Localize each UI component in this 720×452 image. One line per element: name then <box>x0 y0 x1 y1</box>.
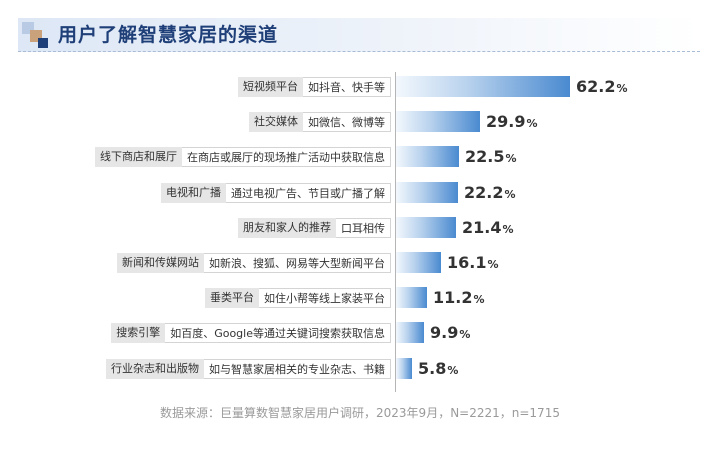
row-label: 朋友和家人的推荐 口耳相传 <box>238 217 391 238</box>
chart-title: 用户了解智慧家居的渠道 <box>58 24 279 46</box>
row-label: 线下商店和展厅 在商店或展厅的现场推广活动中获取信息 <box>95 147 391 168</box>
bar <box>396 146 459 168</box>
category-description: 如抖音、快手等 <box>303 77 391 97</box>
bar <box>396 252 441 273</box>
bar-value-label: 9.9% <box>430 322 470 343</box>
row-label: 短视频平台 如抖音、快手等 <box>238 77 391 97</box>
bar-value-label: 11.2% <box>433 287 485 308</box>
row-label: 垂类平台 如住小帮等线上家装平台 <box>205 288 391 309</box>
category-label: 朋友和家人的推荐 <box>238 217 336 238</box>
bar-value-number: 22.5 <box>465 147 505 167</box>
logo-square-navy <box>38 38 48 48</box>
bar <box>396 181 458 203</box>
bar <box>396 322 424 344</box>
bar-value-label: 22.2% <box>464 182 516 203</box>
bar <box>396 357 412 379</box>
category-description: 如微信、微博等 <box>303 112 391 133</box>
bar-value-unit: % <box>526 117 538 131</box>
bar-value-number: 22.2 <box>464 182 504 202</box>
data-source-note: 数据来源：巨量算数智慧家居用户调研，2023年9月，N=2221，n=1715 <box>160 406 560 420</box>
bar-value-number: 62.2 <box>576 77 616 96</box>
category-description: 如新浪、搜狐、网易等大型新闻平台 <box>204 253 391 273</box>
category-label: 垂类平台 <box>205 288 259 309</box>
bar-value-label: 21.4% <box>462 217 514 238</box>
bar-value-label: 16.1% <box>447 252 499 273</box>
bar-value-label: 62.2% <box>576 76 628 97</box>
bar-value-unit: % <box>459 328 471 342</box>
category-description: 通过电视广告、节目或广播了解 <box>226 182 391 203</box>
category-label: 电视和广播 <box>161 182 226 203</box>
category-description: 如百度、Google等通过关键词搜索获取信息 <box>165 323 391 344</box>
bar-chart: 短视频平台 如抖音、快手等 62.2% 社交媒体 如微信、微博等 29.9% 线下商店和展厅… <box>95 76 628 379</box>
row-label: 行业杂志和出版物 如与智慧家居相关的专业杂志、书籍 <box>106 358 391 379</box>
category-label: 线下商店和展厅 <box>95 147 182 168</box>
bar <box>396 287 427 309</box>
category-description: 如住小帮等线上家装平台 <box>259 288 391 309</box>
bar <box>396 111 480 133</box>
category-label: 短视频平台 <box>238 77 303 97</box>
category-description: 在商店或展厅的现场推广活动中获取信息 <box>182 147 391 168</box>
header-band <box>18 18 700 52</box>
bar-value-unit: % <box>616 82 628 95</box>
bar-value-unit: % <box>502 222 514 236</box>
category-description: 如与智慧家居相关的专业杂志、书籍 <box>204 358 391 379</box>
row-label: 电视和广播 通过电视广告、节目或广播了解 <box>161 182 391 203</box>
bar-value-label: 22.5% <box>465 146 517 167</box>
bar-value-unit: % <box>473 293 485 307</box>
bar-value-number: 16.1 <box>447 253 487 272</box>
bar-value-number: 11.2 <box>433 288 473 308</box>
category-label: 搜索引擎 <box>111 323 166 344</box>
row-label: 搜索引擎 如百度、Google等通过关键词搜索获取信息 <box>111 323 391 344</box>
bar-value-number: 21.4 <box>462 217 502 237</box>
bar-value-unit: % <box>487 258 499 271</box>
category-label: 行业杂志和出版物 <box>106 358 204 379</box>
header-divider <box>18 51 700 52</box>
category-description: 口耳相传 <box>336 217 391 238</box>
category-label: 新闻和传媒网站 <box>117 253 204 273</box>
row-label: 社交媒体 如微信、微博等 <box>249 112 391 133</box>
row-label: 新闻和传媒网站 如新浪、搜狐、网易等大型新闻平台 <box>117 253 391 273</box>
bar-value-unit: % <box>504 187 516 201</box>
bar-value-number: 5.8 <box>418 358 447 378</box>
bar-value-number: 29.9 <box>486 112 526 132</box>
bar <box>396 76 570 97</box>
bar <box>396 216 456 238</box>
bar-value-number: 9.9 <box>430 323 459 343</box>
bar-value-unit: % <box>505 152 517 166</box>
category-axis-line <box>395 72 396 392</box>
bar-value-label: 29.9% <box>486 111 538 132</box>
bar-value-unit: % <box>447 363 459 377</box>
category-label: 社交媒体 <box>249 112 303 133</box>
bar-value-label: 5.8% <box>418 358 458 379</box>
